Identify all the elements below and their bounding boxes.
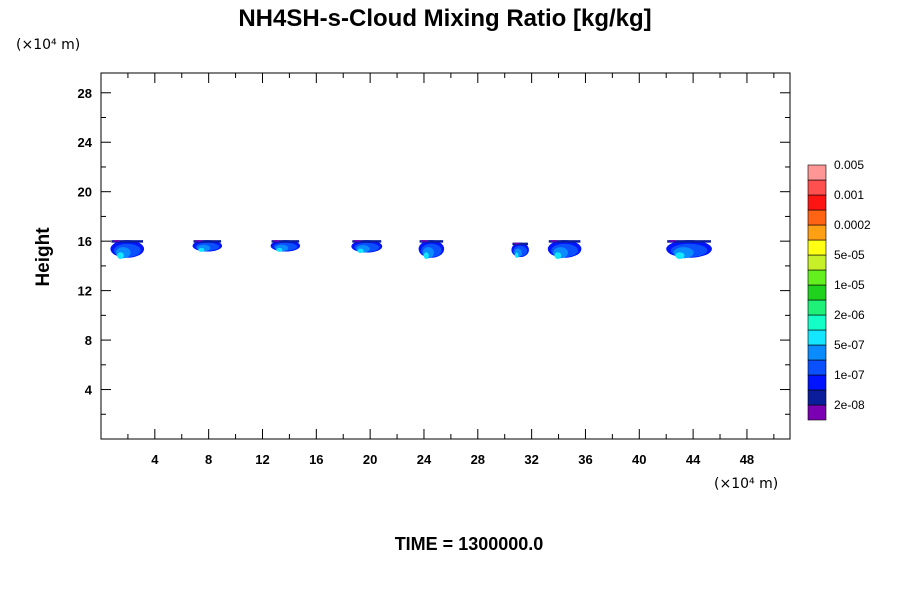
colorbar-label: 5e-07: [834, 338, 865, 352]
cloud-top-fringe: [113, 240, 120, 242]
colorbar-label: 0.0002: [834, 218, 871, 232]
colorbar-label: 2e-08: [834, 398, 865, 412]
y-tick-label: 4: [85, 383, 93, 398]
cloud-top-fringe: [273, 240, 280, 242]
y-tick-label: 20: [78, 185, 92, 200]
y-tick-label: 8: [85, 333, 92, 348]
y-tick-label: 12: [78, 284, 92, 299]
time-label: TIME = 1300000.0: [395, 534, 544, 554]
colorbar-label: 1e-05: [834, 278, 865, 292]
x-tick-label: 4: [151, 452, 159, 467]
colorbar-swatch: [807, 239, 827, 256]
cloud-patch: [110, 240, 145, 259]
cloud-core: [514, 252, 519, 258]
colorbar-swatch: [807, 299, 827, 316]
x-tick-label: 44: [686, 452, 701, 467]
cloud-top-fringe: [514, 242, 519, 245]
cloud-core: [276, 247, 283, 252]
cloud-patch: [192, 240, 223, 252]
y-axis-label: Height: [33, 227, 54, 287]
colorbar-swatch: [807, 164, 827, 181]
cloud-top-edge: [271, 240, 300, 243]
x-tick-label: 32: [524, 452, 538, 467]
colorbar: 2e-08 1e-07 5e-07 2e-06 1e-05 5e-05 0.0002 0.00…: [807, 158, 871, 421]
colorbar-swatch: [807, 209, 827, 226]
colorbar-label: 0.005: [834, 158, 864, 172]
cloud-top-edge: [193, 240, 222, 243]
cloud-patch: [418, 240, 445, 259]
y-tick-label: 28: [78, 86, 92, 101]
colorbar-swatch: [807, 344, 827, 361]
colorbar-swatch: [807, 359, 827, 376]
cloud-core: [198, 247, 205, 252]
plot-frame: [100, 72, 791, 440]
colorbar-swatch: [807, 224, 827, 241]
colorbar-swatch: [807, 314, 827, 331]
cloud-core: [554, 252, 562, 259]
cloud-core: [357, 248, 364, 254]
cloud-core: [423, 252, 429, 259]
x-tick-label: 16: [309, 452, 323, 467]
cloud-top-fringe: [550, 240, 557, 242]
x-tick-label: 36: [578, 452, 592, 467]
x-tick-label: 48: [740, 452, 754, 467]
x-tick-label: 28: [471, 452, 485, 467]
colorbar-swatch: [807, 269, 827, 286]
cloud-core: [117, 252, 124, 259]
colorbar-label: 0.001: [834, 188, 864, 202]
colorbar-swatch: [807, 374, 827, 391]
cloud-layer: [110, 240, 712, 259]
x-tick-label: 24: [417, 452, 432, 467]
x-tick-label: 8: [205, 452, 212, 467]
y-tick-label: 16: [78, 234, 92, 249]
cloud-patch: [351, 240, 383, 254]
cloud-patch: [270, 240, 301, 252]
x-axis-unit: (×10⁴ m): [714, 476, 778, 492]
colorbar-swatch: [807, 254, 827, 271]
cloud-top-fringe: [195, 240, 202, 242]
cloud-patch: [666, 240, 712, 259]
cloud-core: [675, 252, 685, 259]
x-tick-label: 20: [363, 452, 377, 467]
cloud-top-edge: [548, 240, 581, 243]
colorbar-swatch: [807, 194, 827, 211]
colorbar-swatch: [807, 404, 827, 421]
cloud-top-fringe: [354, 240, 361, 242]
cloud-top-fringe: [421, 240, 428, 242]
cloud-top-edge: [111, 240, 144, 243]
cloud-patch: [511, 242, 529, 258]
cloud-top-edge: [419, 240, 444, 243]
cloud-top-edge: [667, 240, 711, 243]
cloud-top-edge: [352, 240, 382, 243]
chart-title: NH4SH-s-Cloud Mixing Ratio [kg/kg]: [238, 5, 651, 32]
y-axis-unit: (×10⁴ m): [16, 37, 80, 53]
x-tick-label: 12: [255, 452, 269, 467]
colorbar-swatch: [807, 179, 827, 196]
colorbar-swatch: [807, 389, 827, 406]
colorbar-swatch: [807, 329, 827, 346]
y-tick-label: 24: [78, 135, 93, 150]
colorbar-label: 1e-07: [834, 368, 865, 382]
colorbar-swatch: [807, 284, 827, 301]
cloud-top-edge: [512, 242, 528, 246]
cloud-patch: [547, 240, 582, 259]
colorbar-label: 5e-05: [834, 248, 865, 262]
colorbar-label: 2e-06: [834, 308, 865, 322]
cloud-top-fringe: [669, 240, 676, 242]
x-tick-label: 40: [632, 452, 646, 467]
